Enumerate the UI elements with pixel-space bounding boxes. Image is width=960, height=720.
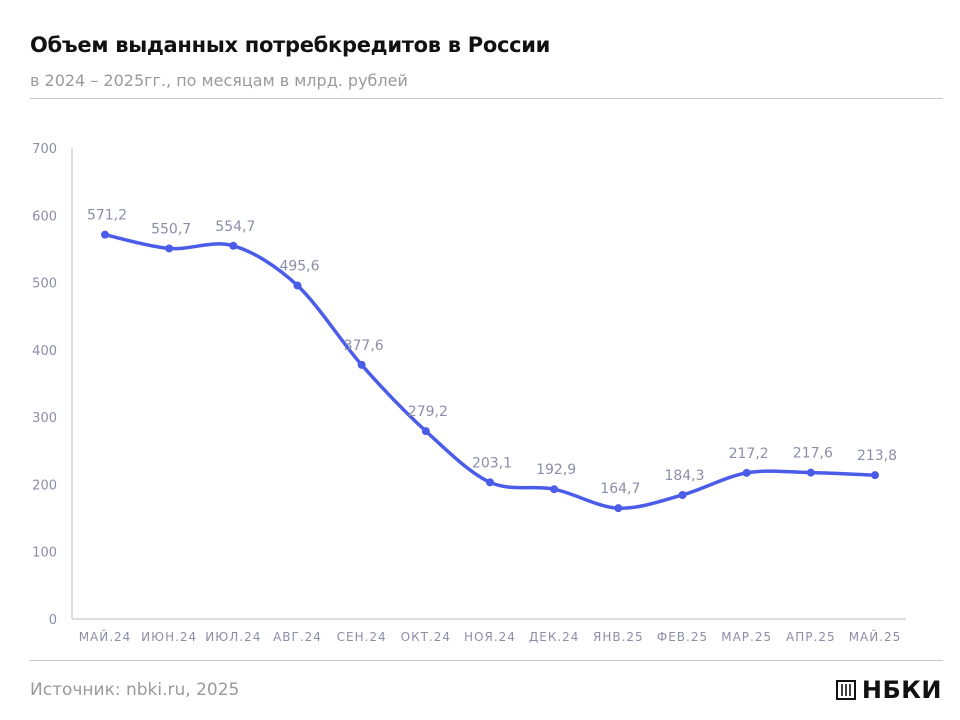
data-point: [421, 427, 430, 436]
building-icon: [835, 680, 856, 700]
x-tick-label: ЯНВ.25: [593, 630, 644, 644]
data-point: [806, 468, 815, 477]
data-label: 495,6: [279, 259, 319, 275]
x-tick-label: МАР.25: [721, 630, 772, 644]
x-tick-label: МАЙ.24: [79, 629, 132, 644]
y-tick-label: 400: [32, 344, 57, 359]
data-label: 213,8: [857, 448, 897, 464]
header-divider: [30, 98, 943, 99]
x-tick-label: АПР.25: [786, 630, 836, 644]
data-point: [357, 360, 366, 369]
data-point: [742, 468, 751, 477]
data-point: [871, 471, 879, 480]
data-labels: 571,2 550,7 554,7 495,6 377,6 279,2 203,1 192,9…: [87, 208, 897, 498]
data-point: [293, 281, 302, 290]
data-point: [101, 230, 109, 239]
y-tick-label: 0: [49, 613, 57, 628]
data-point: [165, 244, 174, 253]
data-label: 554,7: [215, 219, 255, 235]
data-label: 184,3: [664, 468, 704, 484]
series-volume: [101, 230, 879, 513]
data-point: [486, 478, 494, 487]
x-tick-label: АВГ.24: [273, 630, 322, 644]
logo-text: НБКИ: [861, 676, 942, 704]
y-tick-label: 300: [32, 411, 57, 426]
data-label: 550,7: [151, 221, 191, 237]
x-tick-label: ДЕК.24: [529, 630, 580, 644]
data-label: 279,2: [408, 404, 448, 420]
x-tick-label: ИЮН.24: [141, 630, 197, 644]
nbki-logo: НБКИ: [835, 676, 942, 704]
y-tick-label: 700: [32, 142, 57, 157]
x-tick-label: МАЙ.25: [849, 629, 902, 644]
data-point: [614, 504, 623, 513]
x-tick-label: ФЕВ.25: [657, 630, 708, 644]
x-tick-label: ИЮЛ.24: [205, 630, 261, 644]
footer-divider: [30, 660, 943, 661]
chart-subtitle: в 2024 – 2025гг., по месяцам в млрд. руб…: [30, 71, 408, 90]
x-tick-label: НОЯ.24: [464, 630, 516, 644]
chart-title: Объем выданных потребкредитов в России: [30, 33, 551, 57]
y-tick-label: 200: [32, 478, 57, 493]
y-tick-label: 600: [32, 209, 57, 224]
data-label: 217,2: [729, 446, 769, 462]
data-label: 571,2: [87, 208, 127, 224]
x-axis: МАЙ.24 ИЮН.24 ИЮЛ.24 АВГ.24 СЕН.24 ОКТ.24 НОЯ.…: [72, 618, 906, 644]
data-label: 164,7: [600, 481, 640, 497]
y-tick-label: 100: [32, 546, 57, 561]
source-note: Источник: nbki.ru, 2025: [30, 680, 240, 700]
x-tick-label: СЕН.24: [337, 630, 387, 644]
data-point: [678, 490, 687, 499]
y-tick-label: 500: [32, 277, 57, 292]
data-label: 203,1: [472, 455, 512, 471]
data-point: [550, 485, 559, 494]
line-chart: 0 100 200 300 400 500 600 700 МАЙ.24 ИЮН.24 ИЮЛ.2…: [32, 142, 906, 644]
data-label: 377,6: [344, 338, 384, 354]
data-label: 217,6: [793, 446, 833, 462]
data-label: 192,9: [536, 462, 576, 478]
x-tick-label: ОКТ.24: [401, 630, 451, 644]
y-axis: 0 100 200 300 400 500 600 700: [32, 142, 73, 628]
data-point: [229, 241, 238, 250]
